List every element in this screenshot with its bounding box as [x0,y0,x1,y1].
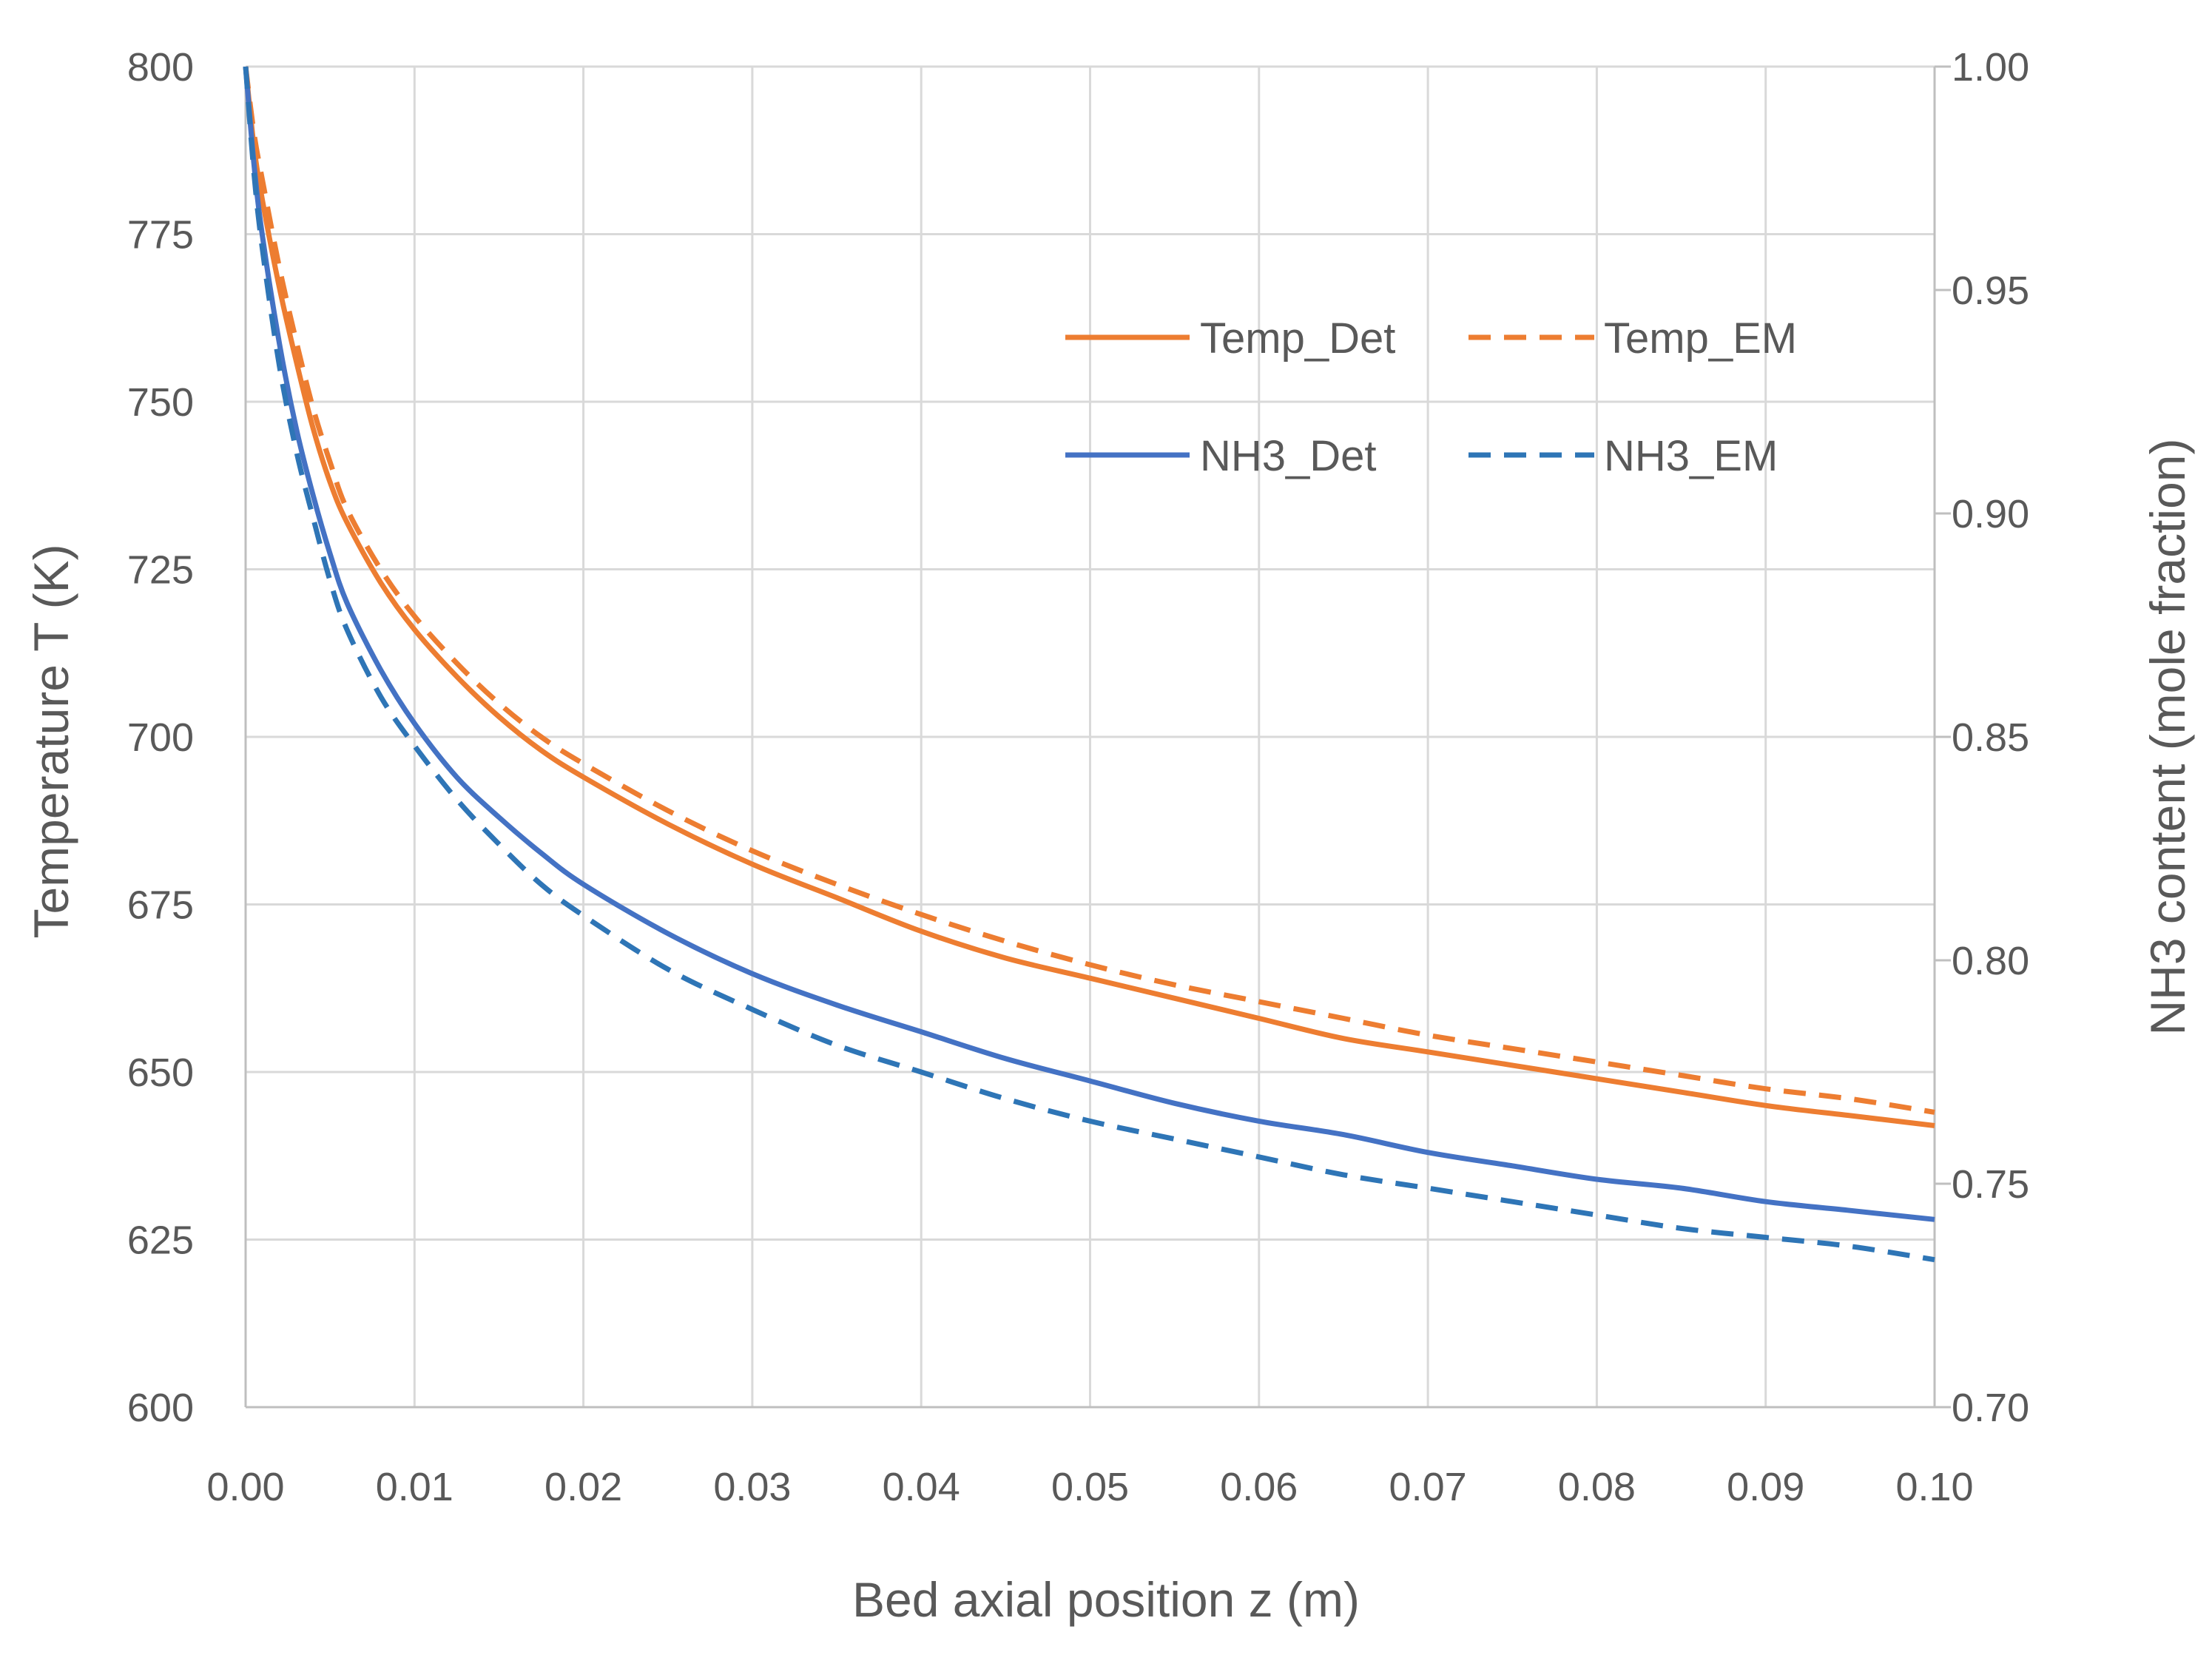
y2-tick-label: 0.90 [1952,492,2029,536]
y2-tick-label: 0.75 [1952,1162,2029,1207]
x-axis-title: Bed axial position z (m) [852,1572,1360,1627]
x-tick-label: 0.06 [1220,1465,1298,1509]
y-tick-label: 625 [127,1219,194,1263]
x-tick-label: 0.04 [883,1465,960,1509]
x-tick-label: 0.10 [1895,1465,1973,1509]
legend-label-temp-det: Temp_Det [1200,314,1395,363]
y-tick-label: 700 [127,715,194,760]
x-tick-label: 0.03 [713,1465,791,1509]
legend-entry-nh3-det: NH3_Det [1065,432,1377,480]
y2-tick-label: 1.00 [1952,45,2029,90]
x-tick-label: 0.01 [376,1465,453,1509]
series-line-nh3-det [243,66,1935,1222]
y-tick-label: 675 [127,883,194,928]
y2-tick-label: 0.95 [1952,269,2029,313]
series-line-temp-det [243,66,1935,1128]
x-tick-label: 0.09 [1727,1465,1804,1509]
series-line-temp-em [243,66,1935,1115]
y-tick-label: 725 [127,548,194,593]
y2-tick-label: 0.70 [1952,1386,2029,1430]
legend-entry-nh3-em: NH3_EM [1469,432,1778,480]
y-axis-title: Temperature T (K) [24,544,78,938]
series-lines [243,66,1935,1263]
y2-tick-label: 0.85 [1952,715,2029,760]
legend-entry-temp-det: Temp_Det [1065,314,1395,363]
legend-label-temp-em: Temp_EM [1604,314,1797,363]
y2-tick-label: 0.80 [1952,939,2029,983]
y-tick-label: 775 [127,213,194,257]
y-tick-label: 650 [127,1051,194,1095]
legend-entry-temp-em: Temp_EM [1469,314,1797,363]
x-tick-label: 0.00 [206,1465,284,1509]
x-tick-label: 0.07 [1389,1465,1467,1509]
legend-label-nh3-em: NH3_EM [1604,432,1778,480]
y-tick-label: 750 [127,380,194,425]
tick-labels: 0.00 0.01 0.02 0.03 0.04 0.05 0.06 0.07 0.08 0.09… [127,45,2029,1509]
x-tick-label: 0.05 [1051,1465,1129,1509]
y-tick-label: 600 [127,1386,194,1430]
x-tick-label: 0.08 [1558,1465,1636,1509]
y2-axis-title: NH3 content (mole fraction) [2140,439,2195,1036]
y-tick-label: 800 [127,45,194,90]
grid [246,65,1936,1407]
x-tick-label: 0.02 [544,1465,622,1509]
legend-label-nh3-det: NH3_Det [1200,432,1377,480]
legend: Temp_Det Temp_EM NH3_Det NH3_EM [1065,314,1797,480]
